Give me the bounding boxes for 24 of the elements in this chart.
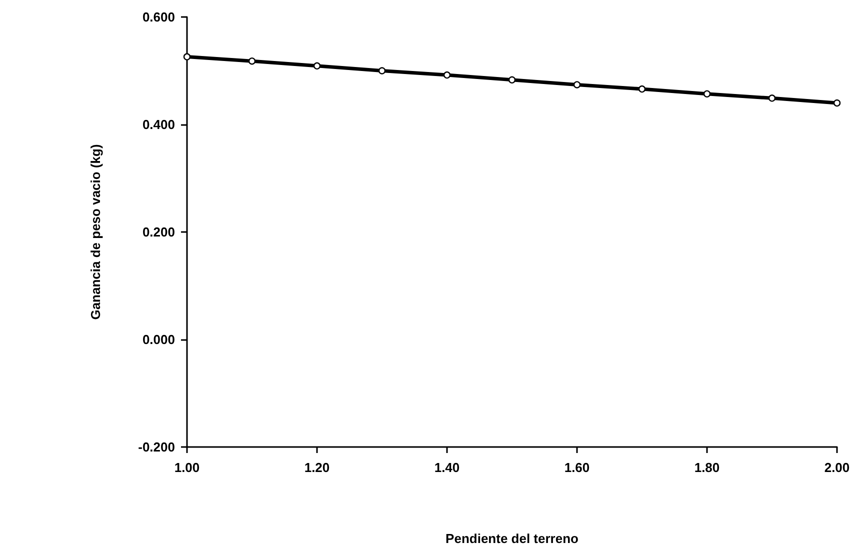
y-tick-label: 0.000	[142, 332, 175, 347]
point	[508, 76, 516, 84]
y-tick-label: 0.600	[142, 10, 175, 24]
y-axis-title: Ganancia de peso vacio (kg)	[88, 144, 103, 320]
x-tick-label: 1.00	[174, 460, 200, 475]
point	[833, 99, 841, 107]
y-tick-label: 0.400	[142, 117, 175, 132]
x-axis-title: Pendiente del terreno	[446, 531, 579, 546]
y-tick-label: -0.200	[138, 440, 175, 454]
point	[183, 53, 191, 60]
point	[638, 85, 646, 93]
point	[768, 94, 776, 102]
x-tick-label: 1.60	[564, 460, 590, 475]
point	[313, 62, 321, 70]
x-tick-label: 2.00	[824, 460, 850, 475]
x-tick-label: 1.80	[694, 460, 720, 475]
x-tick-label: 1.20	[304, 460, 330, 475]
point	[443, 71, 451, 79]
point	[703, 90, 711, 98]
point	[248, 57, 256, 65]
point	[573, 81, 581, 88]
x-tick-label: 1.40	[434, 460, 460, 475]
y-tick-label: 0.200	[142, 224, 175, 240]
point	[378, 67, 386, 74]
